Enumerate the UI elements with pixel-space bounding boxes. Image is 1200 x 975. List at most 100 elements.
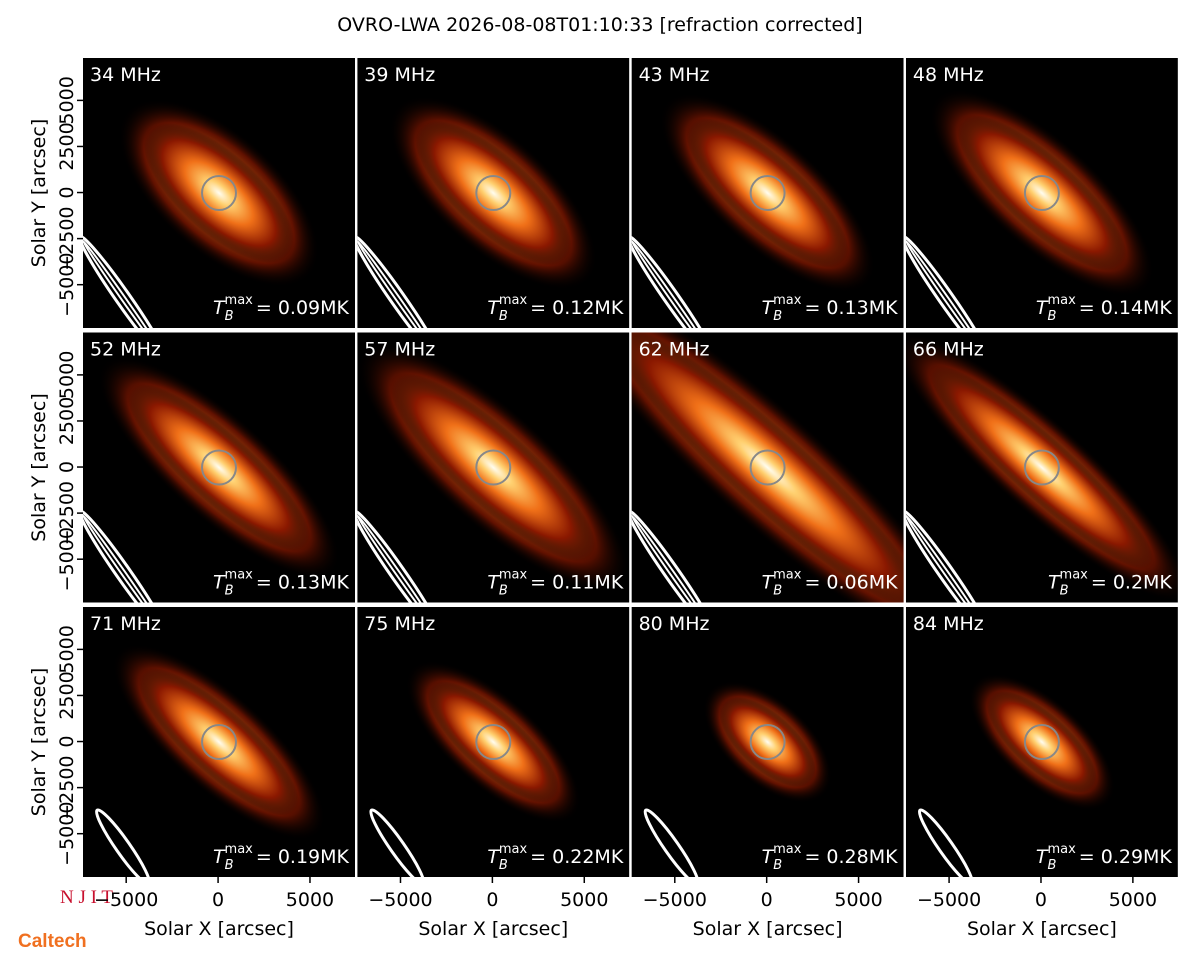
beam <box>95 808 151 877</box>
emission <box>719 696 816 788</box>
tmax-sup: max <box>1047 842 1076 857</box>
emission <box>928 364 1156 571</box>
x-axis-label: Solar X [arcsec] <box>693 918 843 940</box>
tmax-sub: B <box>1048 858 1057 873</box>
panel <box>905 332 1178 603</box>
y-tick-label: −5000 <box>56 527 78 591</box>
tmax-symbol: T <box>213 846 226 868</box>
tmax-value: = 0.14MK <box>1079 297 1173 319</box>
solar-disk <box>201 175 237 211</box>
tmax-sub: B <box>773 584 782 599</box>
panel <box>357 607 630 877</box>
tmax-sub: B <box>225 584 234 599</box>
y-tick-label: 2500 <box>56 122 78 170</box>
frequency-label: 71 MHz <box>90 613 161 635</box>
frequency-label: 75 MHz <box>364 613 435 635</box>
beam <box>631 509 717 603</box>
tmax-symbol: T <box>1036 846 1049 868</box>
beam <box>905 239 988 328</box>
frequency-label: 84 MHz <box>913 613 984 635</box>
y-tick-label: −5000 <box>56 253 78 317</box>
tmax-symbol: T <box>487 572 500 594</box>
panel <box>357 332 630 603</box>
emission <box>986 690 1098 794</box>
y-axis-label: Solar Y [arcsec] <box>28 668 50 816</box>
tmax-symbol: T <box>487 297 500 319</box>
logo-njit: N J I T <box>60 887 113 908</box>
tmax-symbol: T <box>762 297 775 319</box>
tmax-sub: B <box>225 858 234 873</box>
frequency-label: 34 MHz <box>90 64 161 86</box>
solar-disk <box>201 449 237 486</box>
x-axis-label: Solar X [arcsec] <box>144 918 294 940</box>
logo-caltech: Caltech <box>18 931 87 952</box>
panel <box>83 332 355 603</box>
tmax-label: TBmax = 0.06MK <box>762 568 899 599</box>
tmax-value: = 0.13MK <box>256 572 350 594</box>
frequency-label: 62 MHz <box>639 339 710 361</box>
tmax-value: = 0.29MK <box>1079 846 1173 868</box>
emission <box>138 667 300 817</box>
frequency-label: 66 MHz <box>913 339 984 361</box>
y-tick-label: 0 <box>56 461 78 473</box>
frequency-label: 39 MHz <box>364 64 435 86</box>
beam <box>357 514 439 603</box>
x-tick-label: 5000 <box>286 889 334 911</box>
panel <box>83 58 355 328</box>
x-tick-label: 0 <box>761 889 773 911</box>
tmax-value: = 0.09MK <box>256 297 350 319</box>
tmax-sub: B <box>499 858 508 873</box>
tmax-label: TBmax = 0.13MK <box>213 568 350 599</box>
tmax-value: = 0.19MK <box>256 846 350 868</box>
x-tick-label: 5000 <box>834 889 882 911</box>
solar-disk <box>1023 175 1060 211</box>
panel <box>631 607 904 877</box>
tmax-sup: max <box>773 293 802 308</box>
y-tick-label: 5000 <box>56 351 78 399</box>
frequency-label: 52 MHz <box>90 339 161 361</box>
beam <box>631 234 717 328</box>
beam <box>83 239 165 328</box>
beam <box>631 239 713 328</box>
tmax-symbol: T <box>1048 572 1061 594</box>
beam <box>357 239 439 328</box>
tmax-sup: max <box>225 293 254 308</box>
tmax-sub: B <box>225 309 234 324</box>
tmax-label: TBmax = 0.28MK <box>762 842 899 873</box>
emission <box>956 114 1128 272</box>
solar-disk <box>475 724 512 760</box>
emission <box>631 332 904 603</box>
tmax-label: TBmax = 0.19MK <box>213 842 350 873</box>
frequency-label: 80 MHz <box>639 613 710 635</box>
solar-disk <box>1023 724 1060 760</box>
emission <box>389 372 597 563</box>
y-axis-label: Solar Y [arcsec] <box>28 393 50 541</box>
x-axis-label: Solar X [arcsec] <box>967 918 1117 940</box>
frequency-label: 57 MHz <box>364 339 435 361</box>
beam <box>357 509 443 603</box>
solar-disk <box>749 724 786 760</box>
frequency-label: 48 MHz <box>913 64 984 86</box>
tmax-value: = 0.06MK <box>804 572 898 594</box>
panel <box>631 332 904 603</box>
solar-disk <box>475 175 512 211</box>
beam <box>83 509 168 603</box>
beam <box>905 514 988 603</box>
tmax-symbol: T <box>213 297 226 319</box>
tmax-sup: max <box>225 568 254 583</box>
tmax-label: TBmax = 0.2MK <box>1048 568 1172 599</box>
tmax-sub: B <box>773 309 782 324</box>
y-axis-label: Solar Y [arcsec] <box>28 119 50 267</box>
tmax-symbol: T <box>762 572 775 594</box>
tmax-sub: B <box>499 584 508 599</box>
emission <box>414 120 572 266</box>
y-tick-label: −2500 <box>56 206 78 270</box>
panel <box>631 58 904 328</box>
tmax-label: TBmax = 0.22MK <box>487 842 624 873</box>
tmax-label: TBmax = 0.13MK <box>762 293 899 324</box>
tmax-symbol: T <box>762 846 775 868</box>
tmax-label: TBmax = 0.11MK <box>487 568 624 599</box>
tmax-symbol: T <box>487 846 500 868</box>
beam <box>917 808 974 877</box>
tmax-sub: B <box>773 858 782 873</box>
